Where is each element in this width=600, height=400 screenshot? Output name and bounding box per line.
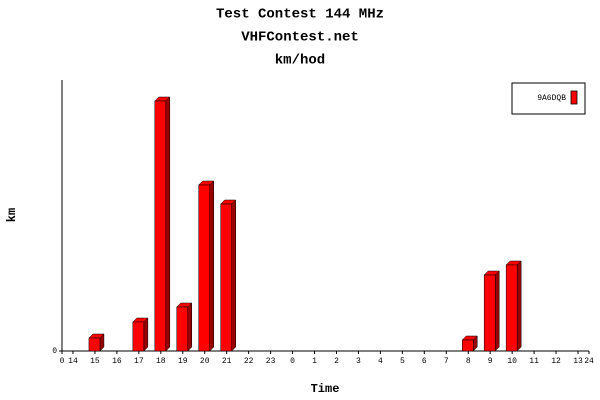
legend-label: 9A6DQB: [537, 94, 566, 103]
bar: [88, 337, 101, 352]
x-edge-tick-label: 24: [584, 357, 594, 366]
x-tick-label: 8: [466, 357, 471, 366]
x-tick-label: 6: [422, 357, 427, 366]
bar: [176, 306, 189, 352]
x-tick-label: 2: [334, 357, 339, 366]
x-tick-label: 15: [90, 357, 100, 366]
legend-swatch: [570, 90, 578, 105]
x-edge-tick-label: 0: [60, 357, 65, 366]
x-tick-label: 9: [488, 357, 493, 366]
bar-side: [187, 302, 193, 352]
x-tick-label: 5: [400, 357, 405, 366]
x-tick-label: 0: [290, 357, 295, 366]
x-tick-label: 10: [507, 357, 517, 366]
x-tick-label: 12: [551, 357, 561, 366]
units-title: km/hod: [275, 53, 325, 69]
x-tick-label: 19: [178, 357, 188, 366]
x-tick-label: 4: [378, 357, 383, 366]
x-tick-label: 14: [68, 357, 78, 366]
chart-title: Test Contest 144 MHz: [216, 7, 384, 23]
bar-side: [143, 317, 149, 352]
x-tick-label: 23: [266, 357, 276, 366]
x-tick-label: 13: [573, 357, 583, 366]
chart-subtitle: VHFContest.net: [241, 30, 359, 46]
x-tick-label: 3: [356, 357, 361, 366]
y-axis-label: km: [5, 208, 19, 222]
x-tick-label: 11: [529, 357, 539, 366]
x-tick-label: 1: [312, 357, 317, 366]
x-tick-label: 18: [156, 357, 166, 366]
x-axis-label: Time: [311, 382, 340, 396]
bar: [483, 274, 496, 352]
bar: [505, 264, 518, 352]
bar: [461, 339, 474, 352]
bar-side: [209, 180, 214, 352]
x-tick-label: 16: [112, 357, 122, 366]
bar-side: [231, 199, 236, 352]
bar: [198, 184, 210, 352]
bar-side: [516, 260, 522, 352]
x-tick-label: 17: [134, 357, 144, 366]
x-tick-label: 7: [444, 357, 449, 366]
x-tick-label: 22: [244, 357, 254, 366]
bar: [154, 100, 167, 352]
x-tick-label: 21: [222, 357, 232, 366]
bar-side: [165, 96, 171, 352]
bar: [220, 203, 232, 352]
x-tick-label: 20: [200, 357, 210, 366]
bar-side: [494, 270, 500, 352]
y-tick-label: 0: [52, 347, 57, 356]
bar: [132, 321, 145, 352]
